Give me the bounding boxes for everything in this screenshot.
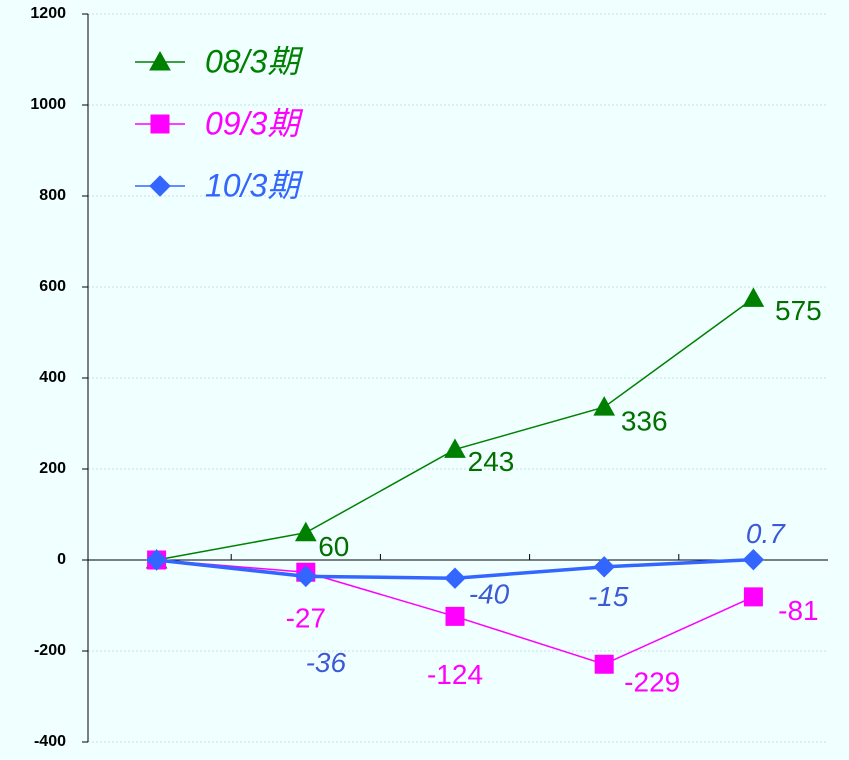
legend-marker: [150, 114, 170, 134]
legend-marker: [149, 175, 171, 197]
legend-label: 09/3期: [205, 105, 303, 141]
data-label: -81: [778, 595, 818, 626]
data-point: [594, 654, 614, 674]
data-label: 575: [775, 295, 822, 326]
data-point: [445, 606, 465, 626]
legend-marker: [149, 50, 171, 71]
y-tick-label: 0: [57, 551, 66, 568]
data-label: 243: [468, 446, 515, 477]
legend-label: 10/3期: [205, 167, 303, 203]
y-tick-label: -200: [34, 642, 66, 659]
y-tick-label: -400: [34, 733, 66, 750]
data-point: [295, 565, 317, 588]
data-point: [444, 438, 466, 458]
y-tick-label: 1000: [30, 96, 66, 113]
data-label: -15: [588, 581, 629, 612]
data-point: [294, 521, 317, 542]
legend-label: 08/3期: [205, 43, 303, 79]
y-tick-label: 400: [39, 369, 66, 386]
data-point: [593, 396, 616, 416]
data-label: 60: [318, 531, 349, 562]
y-tick-label: 1200: [30, 5, 66, 22]
data-point: [743, 587, 763, 607]
data-point: [742, 287, 765, 307]
data-label: 336: [621, 406, 668, 437]
data-label: -36: [306, 647, 347, 678]
y-tick-label: 600: [39, 278, 66, 295]
data-point: [145, 549, 168, 571]
data-point: [742, 548, 765, 571]
data-label: -229: [624, 667, 680, 698]
data-label: -124: [427, 659, 483, 690]
data-point: [444, 567, 466, 589]
y-tick-label: 200: [39, 460, 66, 477]
data-label: -27: [286, 603, 326, 634]
data-label: 0.7: [746, 518, 786, 549]
y-tick-label: 800: [39, 187, 66, 204]
data-point: [593, 556, 615, 578]
data-label: -40: [469, 579, 510, 610]
